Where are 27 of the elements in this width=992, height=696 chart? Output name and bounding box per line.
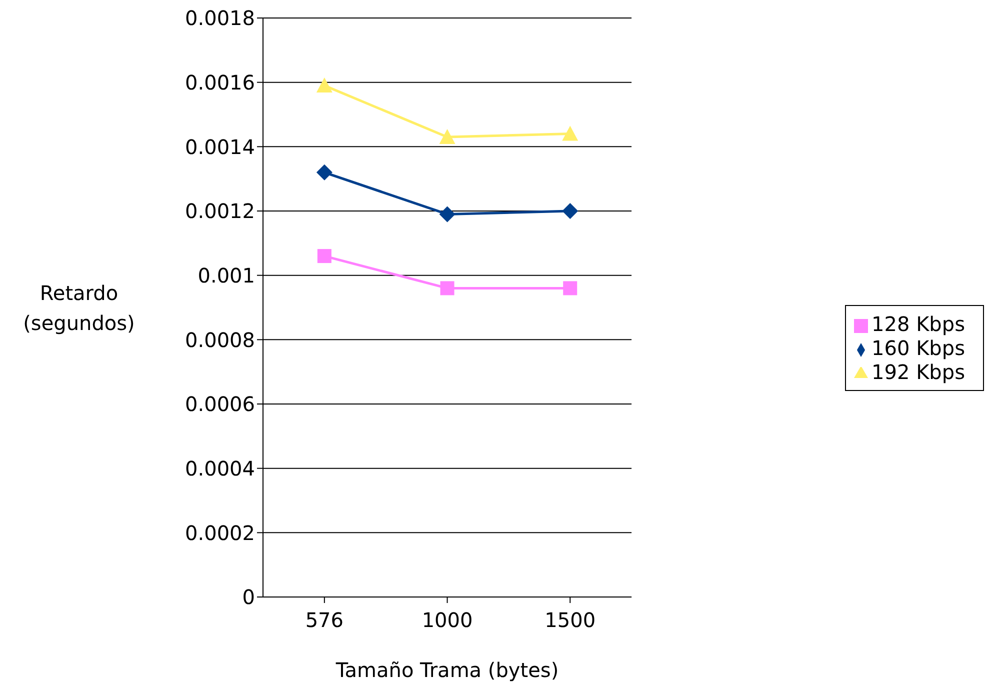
x-tick-label: 1000	[422, 608, 473, 632]
legend-label: 192 Kbps	[872, 360, 965, 384]
y-tick-label: 0.0012	[185, 199, 255, 224]
point	[562, 126, 578, 141]
x-tick-label: 576	[305, 608, 344, 632]
y-tick-label: 0.0008	[185, 328, 255, 352]
y-tick-label: 0.0016	[185, 70, 255, 94]
point	[317, 249, 332, 264]
y-tick-label: 0.001	[198, 263, 255, 288]
point	[440, 281, 454, 296]
point	[439, 206, 456, 222]
point	[562, 203, 578, 219]
legend-label: 128 Kbps	[872, 312, 965, 336]
point	[563, 281, 578, 296]
point	[439, 129, 456, 144]
y-tick-label: 0.0004	[185, 456, 255, 480]
y-tick-label: 0.0018	[185, 6, 255, 30]
y-tick-label: 0.0006	[185, 392, 255, 416]
point	[316, 164, 332, 180]
y-tick-label: 0.0002	[185, 520, 255, 545]
y-tick-label: 0.0014	[185, 134, 255, 159]
y-tick-label: 0	[242, 585, 255, 610]
legend-label: 160 Kbps	[872, 336, 965, 360]
y-axis-title: Retardo (segundos)	[22, 280, 136, 337]
point	[316, 78, 332, 93]
x-tick-label: 1500	[544, 608, 596, 632]
x-axis-title: Tamaño Trama (bytes)	[334, 658, 559, 682]
